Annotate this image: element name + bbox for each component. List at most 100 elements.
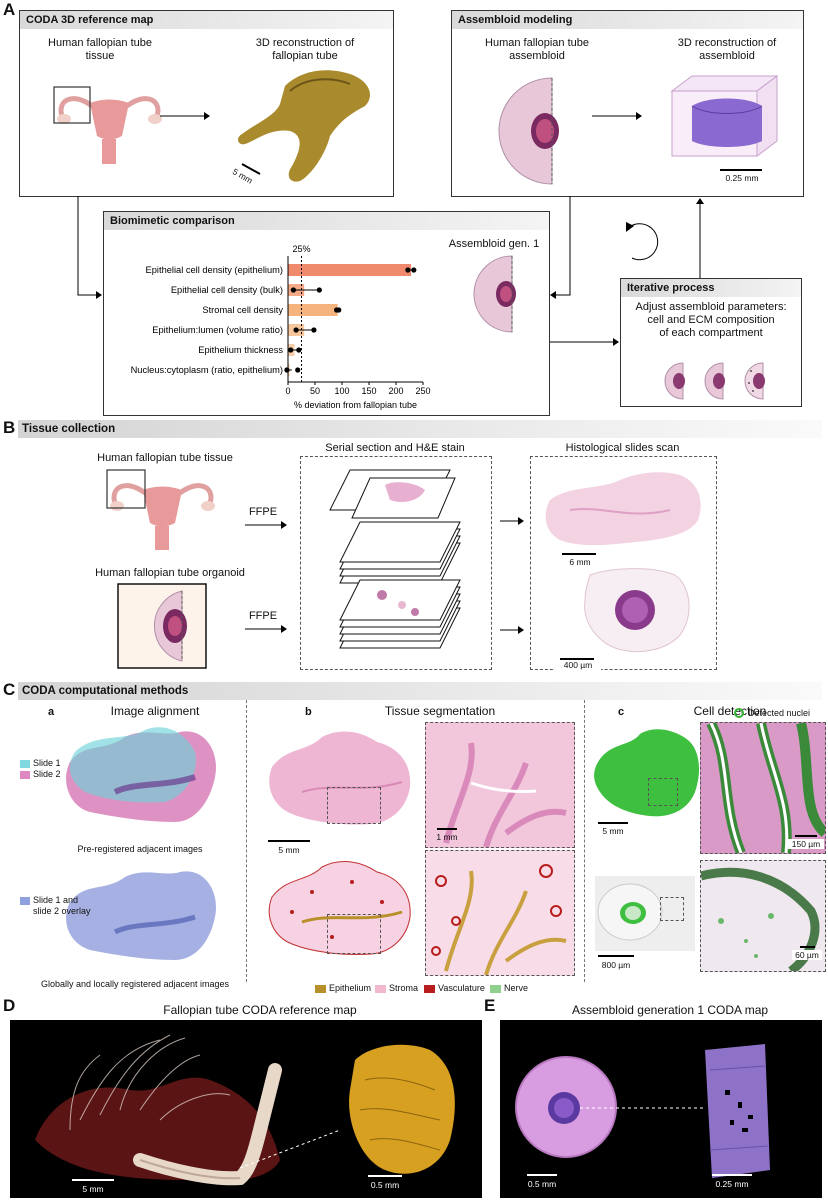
iterative-assembloids [664,362,765,400]
bar [288,264,412,276]
organoid-slide-image [595,876,695,951]
overlay-legend: Slide 1 and slide 2 overlay [33,895,91,916]
assembloid-scalebar [720,169,762,171]
iterative-text: Adjust assembloid parameters: cell and E… [635,301,787,339]
assembloid-illustration [498,77,559,185]
seg-scalebar-1 [268,840,310,842]
assembloid-box-title: Assembloid modeling [452,11,803,29]
data-point [290,287,296,293]
scan-scalebar-2 [560,658,594,660]
assembloid-modeling-box: Assembloid modeling Human fallopian tube… [451,10,804,197]
cell-detection-title: Cell detection [693,704,767,718]
legend-nerve: Nerve [504,983,529,993]
divider-ab [246,700,247,982]
detected-nuclei-legend-icon [734,708,744,718]
data-point [311,327,317,333]
legend-vasculature: Vasculature [438,983,485,993]
serial-section-title: Serial section and H&E stain [325,442,465,454]
panel-a-connectors [77,196,704,346]
segmentation-zoom-image [425,850,575,976]
cell-scalebar-3 [598,955,634,957]
slides-scan-box [530,456,717,670]
d-scalebar-2-label: 0.5 mm [370,1180,400,1190]
panel-c-label: C [3,680,16,699]
cell-scalebar-4 [800,946,815,948]
scan-scalebar-1 [562,553,596,555]
detected-nuclei-legend: Detected nuclei [748,708,811,718]
cell-scalebar-1-label: 5 mm [602,826,624,836]
cell-zoom-box-1 [648,778,678,806]
assembloid-gen-label: Assembloid gen. 1 [448,238,540,250]
uterus-illustration [53,86,162,164]
biomimetic-comparison-box: Biomimetic comparison Assembloid gen. 1 … [103,211,550,416]
cell-scalebar-4-label: 60 µm [792,950,822,960]
data-point [316,287,322,293]
subpanel-a-letter: a [48,706,55,718]
coda-methods-title: CODA computational methods [18,682,822,700]
d-scalebar-1-label: 5 mm [82,1184,104,1194]
ffpe-arrow-1 [245,521,287,529]
legend-stroma-swatch [375,985,386,993]
slide1-legend: Slide 1 [33,758,61,768]
assembloid-label: Human fallopian tube assembloid [485,37,589,62]
pre-registered-caption: Pre-registered adjacent images [77,844,203,854]
data-point [296,347,302,353]
ffpe-arrow-2 [245,625,287,633]
data-point [295,367,301,373]
slides-scan-title: Histological slides scan [565,442,680,454]
image-alignment-title: Image alignment [110,704,200,718]
data-point [411,267,417,273]
panel-d-title: Fallopian tube CODA reference map [163,1003,357,1017]
legend-epithelium: Epithelium [329,983,372,993]
category-label: Epithelium:lumen (volume ratio) [152,325,283,335]
data-point [405,267,411,273]
assembloid-scalebar-label: 0.25 mm [725,173,759,183]
x-tick-label: 0 [285,386,290,396]
assembloid-gen1-illustration [473,255,516,333]
e-scalebar-1-label: 0.5 mm [527,1179,557,1189]
legend-nerve-swatch [490,985,501,993]
seg-scalebar-2 [437,828,457,830]
data-point [284,367,290,373]
x-tick-label: 100 [334,386,349,396]
panel-d-label: D [3,996,16,1015]
subpanel-c-letter: c [618,706,625,718]
assembloid-recon-label: 3D reconstruction of assembloid [677,37,777,62]
panel-b-label: B [3,418,16,437]
x-tick-label: 50 [310,386,320,396]
category-label: Epithelial cell density (epithelium) [146,265,283,275]
seg-zoom-box-1 [327,787,381,824]
data-point [288,347,294,353]
seg-zoom-box-2 [327,914,381,954]
cell-detection-zoom-1 [700,722,826,854]
cell-scalebar-2 [795,835,817,837]
serial-section-box [300,456,492,670]
cell-scalebar-3-label: 800 µm [601,960,631,970]
histology-scans [545,472,701,653]
assembloid-coda-map [500,1020,822,1198]
coda-reference-box: CODA 3D reference map Human fallopian tu… [19,10,394,197]
tissue-uterus-illustration [106,469,215,550]
slide1-legend-swatch [20,760,30,768]
legend-vasculature-swatch [424,985,435,993]
tissue-segmentation-title: Tissue segmentation [384,704,496,718]
he-zoom-image [425,722,575,848]
x-axis-label: % deviation from fallopian tube [294,400,417,410]
recon-label: 3D reconstruction of fallopian tube [255,37,355,62]
organoid-illustration [117,583,207,669]
arrow-to-assembloid-recon [592,112,642,120]
scan-scalebar-2-label: 400 µm [555,660,601,670]
scan-scalebar-1-label: 6 mm [569,557,591,567]
biomimetic-bar-chart: Epithelial cell density (epithelium) Epit… [131,244,431,410]
e-scalebar-2 [712,1174,752,1176]
green-nuclei-whole-slide [594,729,700,817]
data-point [293,327,299,333]
cell-scalebar-1 [598,822,628,824]
iterative-title: Iterative process [621,279,801,297]
overlay-legend-swatch [20,897,30,905]
serial-section-stacks [329,469,461,649]
legend-epithelium-swatch [315,985,326,993]
segmented-whole-slide [268,861,411,955]
legend-stroma: Stroma [389,983,419,993]
ffpe-label-1: FFPE [248,506,278,518]
